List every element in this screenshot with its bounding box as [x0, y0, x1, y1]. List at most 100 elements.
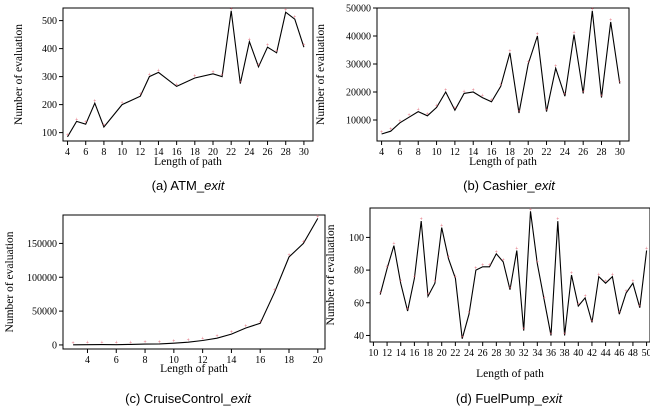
data-point: +	[380, 129, 383, 134]
data-point: +	[158, 339, 161, 344]
x-tick-label: 8	[101, 147, 106, 158]
x-tick-label: 20	[523, 147, 533, 158]
series-line	[73, 218, 319, 346]
x-tick-label: 12	[450, 147, 460, 158]
caption-emphasis: exit	[204, 178, 226, 193]
y-tick-label: 500	[42, 16, 57, 27]
caption-emphasis: exit	[231, 391, 253, 406]
x-axis-title: Length of path	[154, 156, 222, 168]
data-point: +	[563, 91, 566, 96]
data-point: +	[577, 301, 580, 306]
data-point: +	[385, 263, 388, 268]
x-axis-title: Length of path	[476, 368, 544, 380]
data-point: +	[248, 37, 251, 42]
x-tick-label: 10	[432, 147, 442, 158]
data-point: +	[645, 245, 648, 250]
data-point: +	[211, 69, 214, 74]
data-point: +	[392, 241, 395, 246]
data-point: +	[266, 42, 269, 47]
data-point: +	[284, 7, 287, 12]
x-tick-label: 16	[172, 147, 182, 158]
y-tick-label: 80	[354, 266, 364, 277]
chart-cruisecontrol: 4 6 8 10 12 14 16 18 20 0 50000 100000 150000 + + + + + + +…	[4, 213, 326, 406]
data-point: +	[93, 98, 96, 103]
y-tick-label: 150000	[27, 239, 57, 250]
data-point: +	[84, 119, 87, 124]
x-tick-label: 26	[578, 147, 588, 158]
data-point: +	[71, 340, 74, 345]
data-point: +	[115, 340, 118, 345]
data-point: +	[143, 339, 146, 344]
x-tick-label: 26	[263, 147, 273, 158]
chart-fuelpump: 10 12 14 16 18 20 22 24 26 28 30 32 34 36 38 40 42 44 46 48…	[325, 206, 650, 406]
data-point: +	[413, 273, 416, 278]
data-point: +	[293, 14, 296, 19]
y-tick-label: 0	[52, 340, 57, 351]
data-point: +	[129, 339, 132, 344]
x-tick-label: 24	[560, 147, 570, 158]
data-point: +	[501, 257, 504, 262]
figure-caption: (a) ATM_exit	[152, 178, 226, 193]
x-tick-label: 4	[85, 355, 90, 366]
y-tick-label: 20000	[346, 88, 371, 99]
x-tick-label: 46	[614, 348, 624, 359]
x-tick-label: 28	[281, 147, 291, 158]
data-point: +	[556, 216, 559, 221]
data-point: +	[407, 112, 410, 117]
x-tick-label: 28	[597, 147, 607, 158]
x-tick-label: 32	[519, 348, 529, 359]
data-point: +	[444, 87, 447, 92]
data-point: +	[549, 330, 552, 335]
caption-label: (c) CruiseControl_	[125, 391, 231, 406]
data-point: +	[302, 42, 305, 47]
x-tick-label: 20	[208, 147, 218, 158]
data-point: +	[426, 111, 429, 116]
data-point: +	[447, 254, 450, 259]
data-point: +	[570, 270, 573, 275]
data-point: +	[583, 293, 586, 298]
data-point: +	[259, 318, 262, 323]
data-point: +	[597, 272, 600, 277]
caption-emphasis: exit	[542, 391, 564, 406]
x-tick-label: 18	[284, 355, 294, 366]
x-tick-label: 30	[505, 348, 515, 359]
x-tick-label: 26	[478, 348, 488, 359]
data-point: +	[316, 213, 319, 218]
x-tick-label: 18	[423, 348, 433, 359]
x-tick-label: 16	[255, 355, 265, 366]
data-point: +	[398, 118, 401, 123]
data-point: +	[187, 337, 190, 342]
data-point: +	[545, 107, 548, 112]
data-point: +	[462, 88, 465, 93]
x-tick-label: 6	[83, 147, 88, 158]
data-point: +	[66, 132, 69, 137]
data-point: +	[230, 6, 233, 11]
data-point: +	[120, 100, 123, 105]
data-point: +	[220, 72, 223, 77]
data-point: +	[86, 340, 89, 345]
caption-label: (a) ATM_	[152, 178, 205, 193]
x-tick-label: 14	[468, 147, 478, 158]
plot-frame	[376, 7, 630, 142]
y-tick-label: 50000	[346, 4, 371, 15]
y-tick-label: 60	[354, 298, 364, 309]
data-point: +	[435, 102, 438, 107]
y-tick-label: 300	[42, 72, 57, 83]
x-tick-label: 12	[382, 348, 392, 359]
y-axis-title: Number of evaluation	[13, 24, 25, 125]
x-tick-label: 8	[416, 147, 421, 158]
x-axis-title: Length of path	[469, 156, 537, 168]
data-point: +	[302, 238, 305, 243]
plot-frame	[62, 214, 326, 350]
data-point: +	[508, 48, 511, 53]
chart-atm: 4 6 8 10 12 14 16 18 20 22 24 26 28 30 100 200 300 400 500…	[13, 6, 314, 193]
x-axis-title: Length of path	[160, 363, 228, 375]
data-point: +	[572, 30, 575, 35]
y-axis-title: Number of evaluation	[4, 231, 16, 332]
data-point: +	[536, 259, 539, 264]
data-point: +	[215, 333, 218, 338]
data-point: +	[527, 59, 530, 64]
y-tick-label: 30000	[346, 60, 371, 71]
x-tick-label: 34	[532, 348, 542, 359]
data-point: +	[399, 278, 402, 283]
